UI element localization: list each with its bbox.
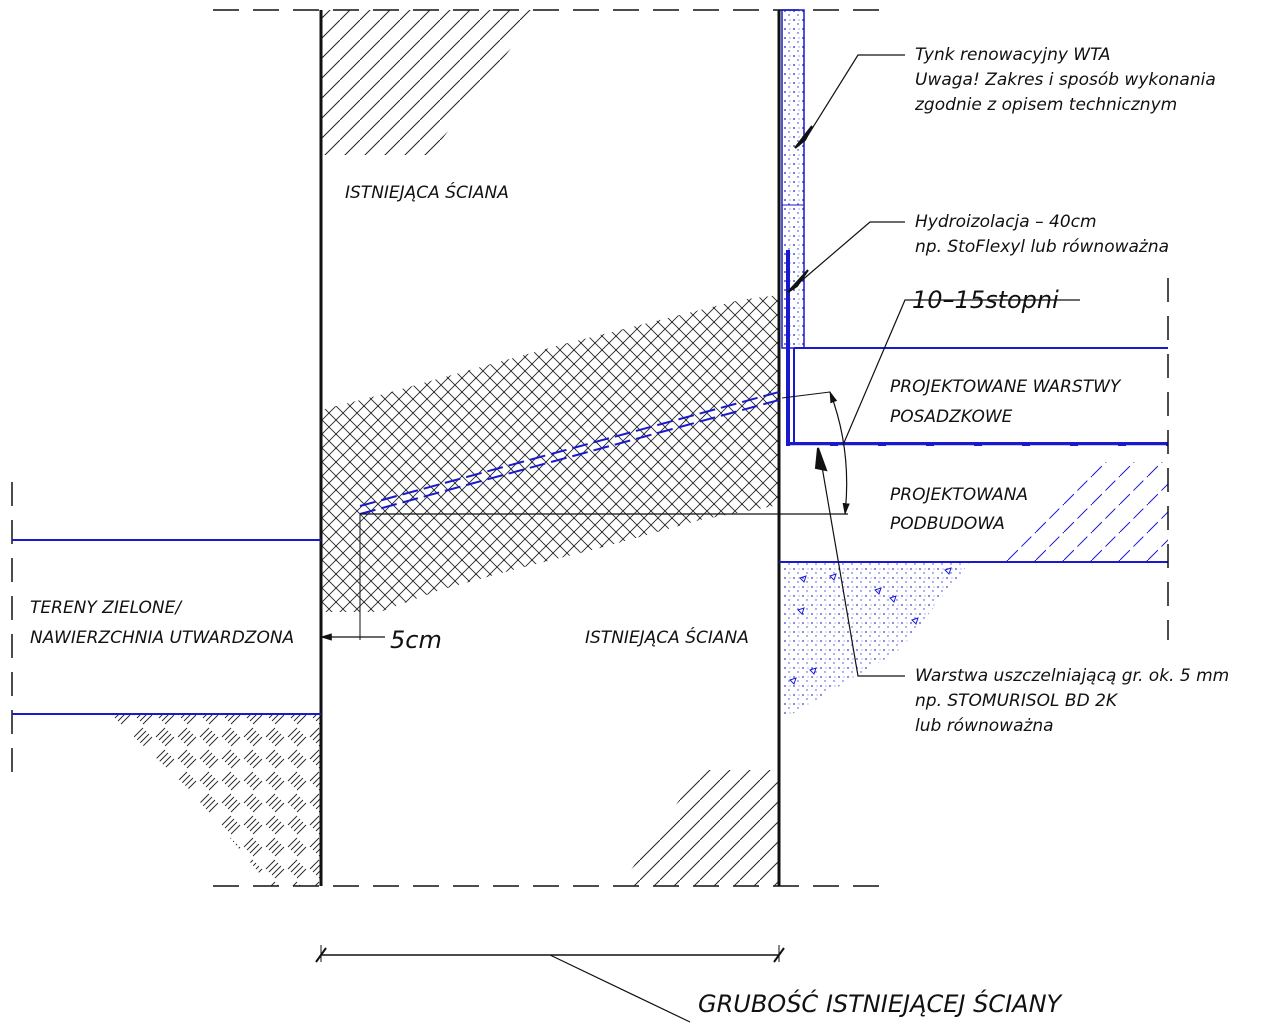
waterproof-label-2: np. StoFlexyl lub równoważna	[915, 237, 1169, 257]
sealing-label-1: Warstwa uszczelniającą gr. ok. 5 mm	[915, 666, 1229, 686]
sealing-leader	[819, 454, 905, 677]
base-label-2: PODBUDOWA	[890, 514, 1005, 534]
injection-barrier-2	[359, 399, 780, 515]
angle-label: 10–15stopni	[912, 286, 1059, 314]
injection-zone-hatch	[321, 295, 779, 612]
sealing-label-2: np. STOMURISOL BD 2K	[915, 691, 1119, 711]
angle-tick	[781, 391, 831, 399]
plaster-label-2: Uwaga! Zakres i sposób wykonania	[915, 70, 1216, 90]
ground-label-1: TERENY ZIELONE/	[30, 598, 183, 618]
plaster-leader-arrow	[794, 125, 813, 149]
plaster-leader	[804, 54, 905, 141]
plaster-label-3: zgodnie z opisem technicznym	[914, 95, 1177, 115]
wall-hatch-bottom	[620, 770, 779, 886]
offset-label: 5cm	[390, 626, 442, 654]
substructure-hatch	[1000, 462, 1168, 562]
waterproof-leader-arrow	[787, 269, 809, 293]
thickness-leader	[549, 954, 691, 1023]
ground-label-2: NAWIERZCHNIA UTWARDZONA	[30, 628, 294, 648]
injection-barrier-1	[359, 391, 780, 507]
sealing-leader-arrow	[814, 447, 828, 472]
waterproof-leader	[792, 221, 905, 289]
wall-upper-label: ISTNIEJĄCA ŚCIANA	[345, 181, 509, 203]
waterproof-label-1: Hydroizolacja – 40cm	[915, 212, 1097, 232]
floor-label-1: PROJEKTOWANE WARSTWY	[890, 377, 1122, 397]
ground-hatch	[110, 714, 321, 886]
plaster-layer	[781, 9, 805, 349]
wall-hatch-top	[321, 10, 540, 155]
wall-lower-label: ISTNIEJĄCA ŚCIANA	[585, 626, 749, 648]
floor-label-2: POSADZKOWE	[890, 407, 1013, 427]
waterproofing-layer	[786, 250, 1168, 446]
angle-arc	[829, 390, 850, 516]
base-label-1: PROJEKTOWANA	[890, 485, 1028, 505]
angle-leader	[842, 299, 1080, 446]
plaster-label-1: Tynk renowacyjny WTA	[915, 45, 1111, 65]
concrete-aggregate-marks	[789, 567, 952, 685]
concrete-fill	[782, 562, 970, 720]
sealing-label-3: lub równoważna	[915, 716, 1054, 736]
thickness-label: GRUBOŚĆ ISTNIEJĄCEJ ŚCIANY	[698, 988, 1064, 1018]
